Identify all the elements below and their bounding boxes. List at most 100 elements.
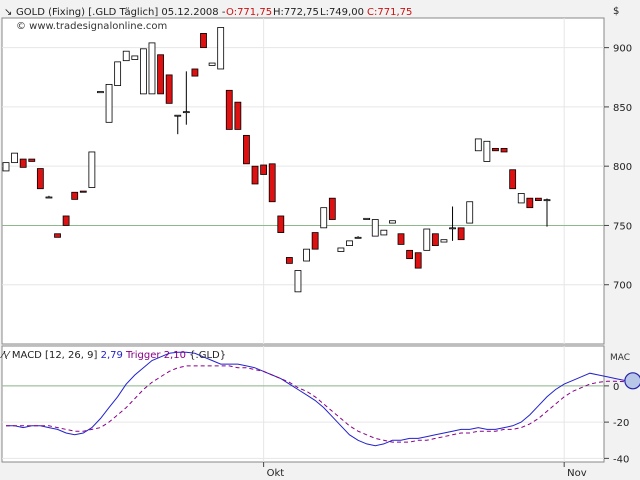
macd-current-marker[interactable] <box>624 372 640 390</box>
candle-body <box>234 101 242 130</box>
candle-body <box>36 168 44 190</box>
price-tick-label: 700 <box>613 281 632 292</box>
candle-body <box>328 197 336 220</box>
macd-series-trigger <box>6 365 633 443</box>
candle-body <box>440 239 448 243</box>
candle-body <box>157 54 164 95</box>
candle-body <box>28 158 36 162</box>
candle-body <box>320 207 328 229</box>
candle-body <box>105 83 113 123</box>
candle-body <box>97 91 104 94</box>
macd-symbol: {.GLD} <box>189 350 227 361</box>
candle-body <box>131 55 139 60</box>
price-tick-label: 800 <box>613 162 632 173</box>
macd-tick-label: -20 <box>613 418 629 429</box>
candle-body <box>303 248 310 262</box>
macd-tick-label: 0 <box>613 382 619 393</box>
candle-body <box>423 228 431 251</box>
candle-body <box>526 197 534 209</box>
macd-value: 2,79 <box>100 350 123 361</box>
candle-body <box>200 33 207 49</box>
candle-body <box>174 114 182 117</box>
chart-menu-arrow-icon[interactable]: ↘ <box>4 7 13 18</box>
candle-body <box>380 229 388 236</box>
candle-body <box>431 233 439 247</box>
macd-axis-label: MAC <box>610 353 630 363</box>
candle-body <box>11 152 18 164</box>
candle-body <box>217 27 225 70</box>
candle-body <box>88 151 96 188</box>
candle-body <box>225 89 233 130</box>
macd-trigger: Trigger 2,10 <box>126 350 186 361</box>
candle-body <box>311 232 319 250</box>
candle-body <box>268 163 276 203</box>
macd-indicator-icon[interactable]: ⁄\⁄ <box>2 350 9 361</box>
candle-body <box>543 199 551 202</box>
low-value: L:749,00 <box>320 7 364 18</box>
candle-body <box>251 165 259 185</box>
x-tick-label: Okt <box>267 468 285 479</box>
watermark: © www.tradesignalonline.com <box>16 21 168 32</box>
candle-body <box>294 270 302 293</box>
high-value: H:772,75 <box>273 7 319 18</box>
candle-body <box>397 233 405 245</box>
candle-body <box>243 134 250 165</box>
candle-body <box>54 233 61 238</box>
candle-body <box>457 227 465 241</box>
candle-body <box>509 169 517 190</box>
candle-body <box>260 164 268 175</box>
candle-body <box>535 197 542 201</box>
candle-body <box>363 217 371 220</box>
candle-body <box>165 74 173 104</box>
candle-body <box>208 62 216 66</box>
macd-title: MACD [12, 26, 9] <box>11 350 98 361</box>
macd-tick-label: -40 <box>613 454 629 465</box>
candle-body <box>71 191 79 200</box>
macd-panel <box>1 345 605 463</box>
candle-body <box>337 247 345 252</box>
macd-lines-group <box>6 351 633 447</box>
candle-body <box>449 227 456 230</box>
candle-body <box>277 215 285 233</box>
candle-body <box>500 147 508 153</box>
instrument-title: GOLD (Fixing) [.GLD Täglich] 05.12.2008 … <box>16 7 226 18</box>
candle-body <box>19 158 27 168</box>
candle-body <box>122 50 130 62</box>
candle-body <box>114 61 122 86</box>
currency-label: $ <box>613 6 619 17</box>
candle-body <box>182 111 190 114</box>
candle-body <box>139 48 147 95</box>
price-tick-label: 900 <box>613 44 632 55</box>
candle-body <box>2 162 10 172</box>
price-axis: 700 750 800 850 900 <box>604 44 632 292</box>
macd-header: ⁄\⁄ MACD [12, 26, 9] 2,79 Trigger 2,10 {… <box>2 350 226 361</box>
x-tick-label: Nov <box>567 468 587 479</box>
candle-body <box>191 68 199 77</box>
candle-body <box>389 220 396 224</box>
candle-body <box>346 240 353 247</box>
chart-header: ↘ GOLD (Fixing) [.GLD Täglich] 05.12.200… <box>0 0 600 18</box>
candle-body <box>483 140 491 162</box>
candle-body <box>354 236 362 239</box>
candle-body <box>406 249 414 260</box>
candle-body <box>414 252 422 269</box>
candle-body <box>474 138 482 152</box>
candle-body <box>285 257 293 264</box>
candle-body <box>148 42 156 95</box>
candle-body <box>62 215 70 226</box>
candle-body <box>517 193 525 204</box>
candle-body <box>466 201 474 224</box>
macd-axis: 0 -20 -40 <box>604 382 629 465</box>
candle-body <box>79 190 87 193</box>
price-tick-label: 850 <box>613 103 632 114</box>
x-axis: OktNovDez <box>263 462 587 479</box>
candles-group <box>2 27 551 293</box>
price-tick-label: 750 <box>613 221 632 232</box>
price-panel <box>1 17 605 345</box>
open-value: O:771,75 <box>226 7 273 18</box>
close-value: C:771,75 <box>367 7 413 18</box>
candle-body <box>492 147 499 152</box>
candle-body <box>371 219 379 237</box>
candle-body <box>45 196 53 199</box>
